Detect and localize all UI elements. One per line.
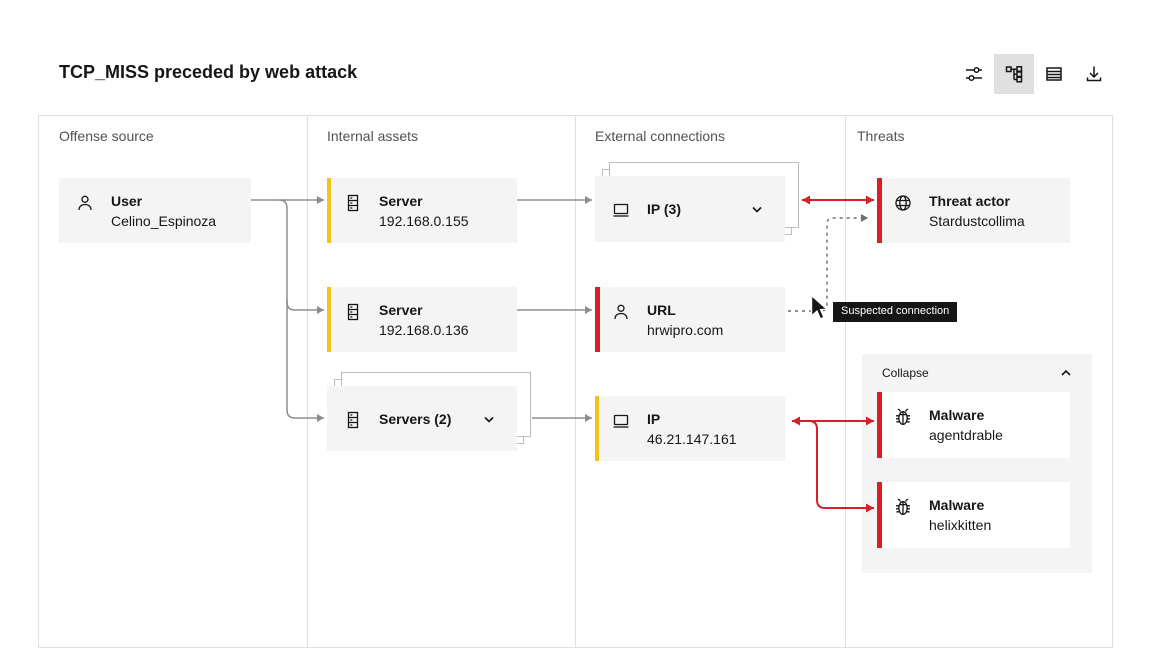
device-icon [611, 200, 631, 220]
suspected-connection-tooltip: Suspected connection [833, 302, 958, 322]
chevron-down-icon [484, 416, 494, 423]
node-user[interactable]: User Celino_Espinoza [59, 178, 251, 243]
node-subtitle: Stardustcollima [929, 213, 1025, 229]
node-malware-helixkitten[interactable]: Malware helixkitten [877, 482, 1070, 548]
view-toolbar [954, 54, 1114, 94]
tree-view-button[interactable] [994, 54, 1034, 94]
column-header-internal-assets: Internal assets [327, 128, 419, 144]
node-title: IP [647, 411, 661, 427]
node-title: Server [379, 302, 423, 318]
node-subtitle: 192.168.0.155 [379, 213, 469, 229]
node-subtitle: hrwipro.com [647, 322, 724, 338]
chevron-down-icon [752, 206, 762, 213]
collapse-toggle[interactable]: Collapse [862, 354, 1092, 392]
data-table-button[interactable] [1034, 54, 1074, 94]
node-servers-group[interactable]: Servers (2) [327, 386, 517, 451]
node-subtitle: agentdrable [929, 427, 1003, 443]
node-subtitle: Celino_Espinoza [111, 213, 217, 229]
node-threat-actor[interactable]: Threat actor Stardustcollima [877, 178, 1070, 243]
node-subtitle: helixkitten [929, 517, 992, 533]
tree-view-icon [1005, 66, 1023, 83]
page-title: TCP_MISS preceded by web attack [59, 62, 358, 82]
column-header-threats: Threats [857, 128, 905, 144]
node-title: Server [379, 193, 423, 209]
node-title: Malware [929, 407, 985, 423]
node-title: Malware [929, 497, 985, 513]
column-divider [845, 115, 846, 648]
column-header-offense-source: Offense source [59, 128, 154, 144]
node-ip-46[interactable]: IP 46.21.147.161 [595, 396, 785, 461]
node-title: URL [647, 302, 676, 318]
server-rack-icon [343, 193, 363, 213]
node-title: User [111, 193, 143, 209]
expand-ip-button[interactable] [743, 195, 771, 223]
download-button[interactable] [1074, 54, 1114, 94]
node-ip-group[interactable]: IP (3) [595, 176, 785, 242]
server-rack-icon [343, 302, 363, 322]
column-divider [307, 115, 308, 648]
node-title: IP (3) [647, 201, 681, 217]
download-icon [1086, 66, 1102, 82]
column-divider [575, 115, 576, 648]
device-icon [611, 411, 631, 431]
column-header-external-connections: External connections [595, 128, 725, 144]
settings-adjust-button[interactable] [954, 54, 994, 94]
malware-bug-icon [893, 407, 913, 427]
node-server-155[interactable]: Server 192.168.0.155 [327, 178, 517, 243]
node-malware-agentdrable[interactable]: Malware agentdrable [877, 392, 1070, 458]
user-icon [611, 302, 631, 322]
chevron-up-icon [1052, 359, 1080, 387]
settings-adjust-icon [966, 66, 982, 82]
mouse-cursor [810, 294, 829, 320]
data-table-icon [1046, 67, 1062, 81]
user-icon [75, 193, 95, 213]
node-url[interactable]: URL hrwipro.com [595, 287, 785, 352]
node-subtitle: 46.21.147.161 [647, 431, 737, 447]
node-title: Servers (2) [379, 410, 452, 427]
node-title: Threat actor [929, 193, 1010, 209]
node-server-136[interactable]: Server 192.168.0.136 [327, 287, 517, 352]
server-rack-icon [343, 410, 363, 430]
node-subtitle: 192.168.0.136 [379, 322, 469, 338]
globe-icon [893, 193, 913, 213]
expand-servers-button[interactable] [475, 405, 503, 433]
malware-bug-icon [893, 497, 913, 517]
collapse-label: Collapse [882, 366, 929, 380]
